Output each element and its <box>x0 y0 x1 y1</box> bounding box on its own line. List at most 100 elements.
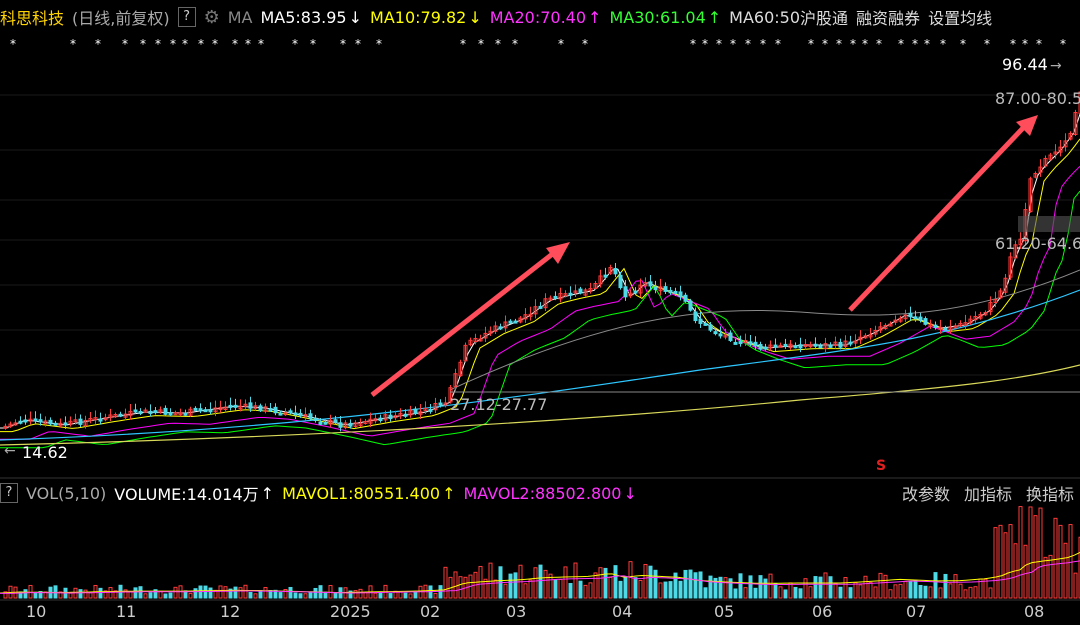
info-marker: * <box>310 37 316 51</box>
ma20-arrow-icon: ↑ <box>588 7 602 27</box>
candle <box>398 413 403 417</box>
volume-bar <box>58 591 63 599</box>
candle <box>793 345 798 349</box>
info-marker: * <box>232 37 238 51</box>
candle <box>548 297 553 301</box>
volume-bar <box>228 588 233 599</box>
volume-bars <box>0 506 1080 599</box>
add-indicator-button[interactable]: 加指标 <box>963 485 1012 504</box>
ma30-value: MA30:61.04 <box>609 7 706 27</box>
volume-bar <box>53 585 58 599</box>
candle <box>808 344 813 348</box>
volume-bar <box>793 586 798 599</box>
mavol1-arrow-icon: ↑ <box>442 483 456 503</box>
change-params-button[interactable]: 改参数 <box>901 485 950 504</box>
candle <box>653 286 658 291</box>
candle <box>768 344 773 349</box>
candle <box>713 331 718 335</box>
candle <box>898 317 903 322</box>
candle <box>83 419 88 427</box>
volume-bar <box>193 588 198 599</box>
volume-bar <box>858 584 863 599</box>
trend-arrow-1 <box>370 242 570 397</box>
candle <box>248 402 253 409</box>
candle <box>1008 256 1013 278</box>
volume-bar <box>833 583 838 599</box>
volume-bar <box>613 565 618 599</box>
info-marker: * <box>775 37 781 51</box>
volume-bar <box>768 573 773 599</box>
volume-bar <box>533 567 538 599</box>
candle <box>438 402 443 406</box>
volume-bar <box>943 573 948 599</box>
link-margin[interactable]: 融资融券 <box>856 9 921 28</box>
volume-bar <box>543 569 548 599</box>
volume-bar <box>233 586 238 599</box>
volume-actions: 改参数 加指标 换指标 <box>888 480 1074 506</box>
info-marker: * <box>850 37 856 51</box>
volume-bar <box>948 583 953 599</box>
candle <box>303 414 308 418</box>
candle <box>923 318 928 325</box>
s-marker[interactable]: S <box>876 458 886 474</box>
candle <box>698 318 703 324</box>
volume-bar <box>243 584 248 599</box>
help-button[interactable]: ? <box>177 7 196 27</box>
volume-bar <box>693 572 698 599</box>
volume-bar <box>188 592 193 599</box>
x-tick-label: 06 <box>812 602 833 621</box>
switch-indicator-button[interactable]: 换指标 <box>1025 485 1074 504</box>
volume-bar <box>358 588 363 599</box>
link-set-ma[interactable]: 设置均线 <box>928 9 993 28</box>
indicator-name[interactable]: MA <box>227 7 253 27</box>
info-marker: * <box>836 37 842 51</box>
candle <box>758 344 763 350</box>
candle <box>718 333 723 337</box>
candle <box>778 344 783 348</box>
candle <box>498 326 503 330</box>
info-marker: * <box>924 37 930 51</box>
candle <box>8 423 13 427</box>
volume-indicator-name[interactable]: VOL(5,10) <box>26 483 107 503</box>
candle <box>313 417 318 422</box>
candle <box>448 387 453 403</box>
candle <box>63 422 68 426</box>
link-hk-connect[interactable]: 沪股通 <box>800 9 849 28</box>
ma10-line <box>0 138 1080 433</box>
candle <box>583 289 588 296</box>
stock-name[interactable]: 科思科技 <box>0 9 65 28</box>
volume-bar <box>163 593 168 599</box>
volume-bar <box>878 572 883 599</box>
info-marker: * <box>355 37 361 51</box>
ma5-arrow-icon: ↓ <box>348 7 363 27</box>
volume-bar <box>718 576 723 599</box>
info-marker: * <box>512 37 518 51</box>
volume-help-button[interactable]: ? <box>0 483 18 503</box>
info-marker: * <box>1010 37 1016 51</box>
volume-bar <box>883 574 888 599</box>
candle <box>458 361 463 376</box>
volume-bar <box>1033 515 1038 599</box>
candle <box>123 413 128 418</box>
volume-bar <box>923 585 928 599</box>
volume-bar <box>568 583 573 599</box>
volume-bar <box>713 577 718 599</box>
info-marker: * <box>808 37 814 51</box>
candle <box>373 418 378 422</box>
candle <box>38 419 43 423</box>
volume-bar <box>278 592 283 599</box>
gear-icon[interactable]: ⚙ <box>203 6 220 28</box>
candle <box>108 414 113 418</box>
candle <box>688 300 693 311</box>
volume-bar <box>958 583 963 599</box>
candle <box>508 320 513 324</box>
candle <box>783 343 788 347</box>
candle <box>643 282 648 287</box>
candle <box>738 341 743 345</box>
ma10-arrow-icon: ↓ <box>468 7 482 27</box>
info-marker: * <box>140 37 146 51</box>
candle <box>23 419 28 423</box>
volume-bar <box>688 569 693 599</box>
candle <box>233 404 238 408</box>
